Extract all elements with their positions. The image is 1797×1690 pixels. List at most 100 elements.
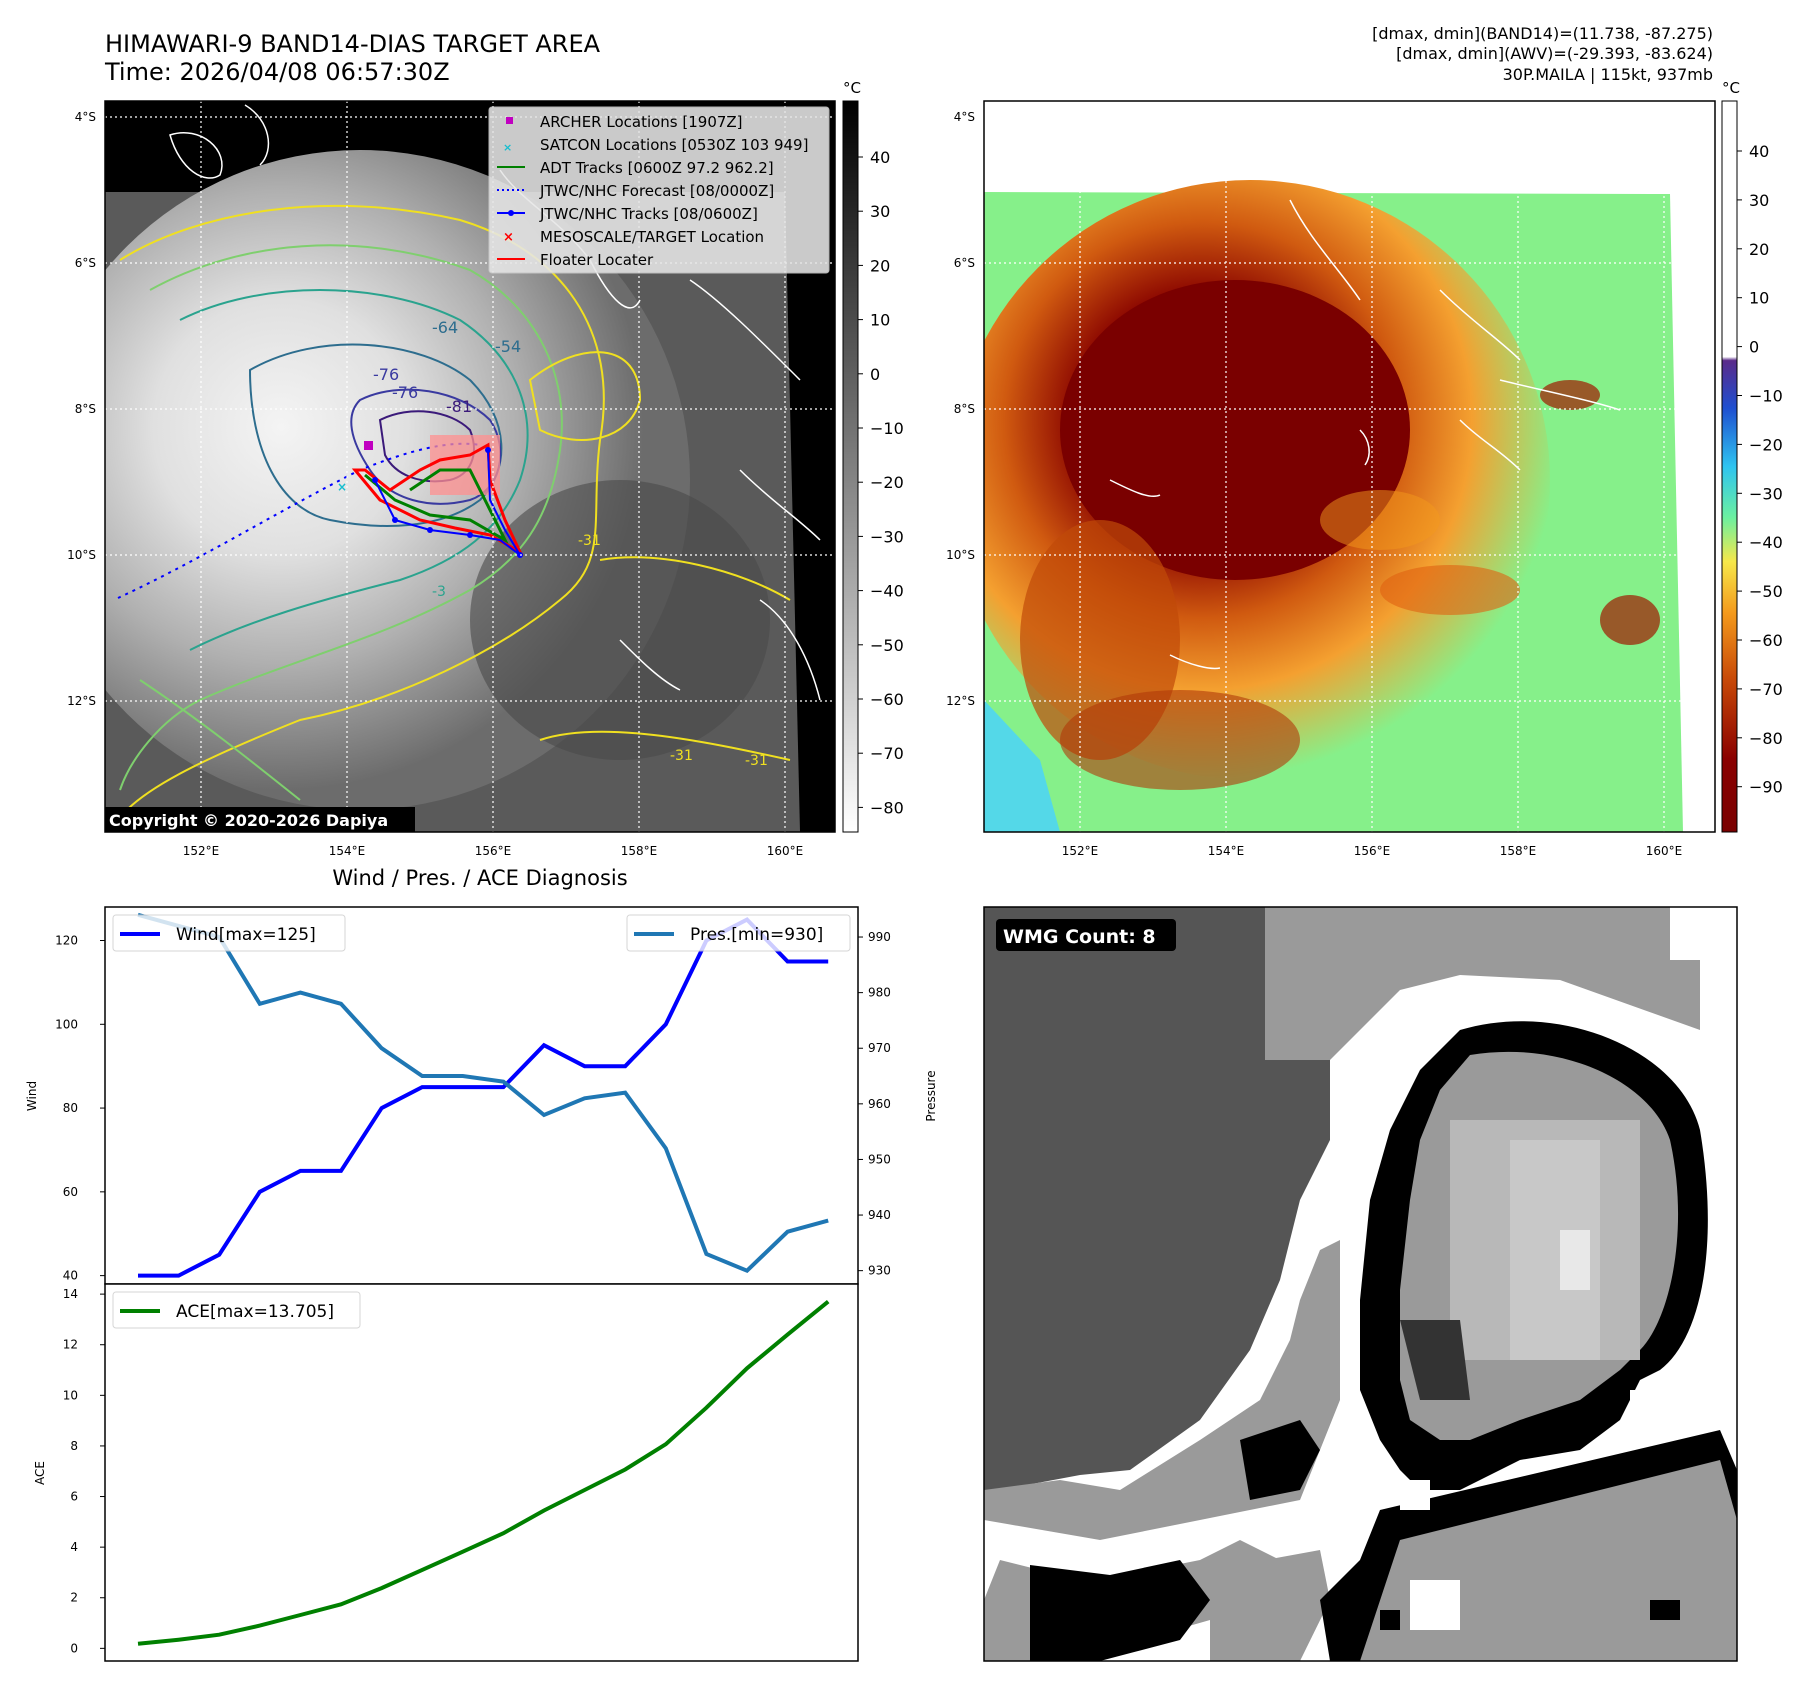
colorbar-tick-label: 10	[870, 311, 890, 330]
colorbar-tick-label: 0	[1749, 338, 1759, 357]
y-tick-label: 120	[55, 934, 78, 948]
svg-text:×: ×	[503, 141, 512, 154]
lat-label: 4°S	[75, 110, 96, 124]
y-tick-label: 100	[55, 1017, 78, 1031]
contour-label: -31	[670, 748, 693, 764]
colorbar-tick-label: 20	[1749, 240, 1769, 259]
colorbar-tick-label: 20	[870, 256, 890, 275]
wmg-count-label: WMG Count: 8	[1003, 926, 1156, 948]
pressure-legend-label: Pres.[min=930]	[690, 925, 823, 945]
colorbar-tick-label: −60	[870, 690, 904, 709]
lon-label: 158°E	[621, 844, 658, 858]
wind-legend-label: Wind[max=125]	[176, 925, 316, 945]
svg-text:×: ×	[503, 230, 514, 245]
y-tick-label-right: 960	[868, 1097, 891, 1111]
ace-legend-label: ACE[max=13.705]	[176, 1302, 334, 1322]
colorbar-tick-label: −40	[870, 582, 904, 601]
figure-title-line2: Time: 2026/04/08 06:57:30Z	[104, 58, 450, 86]
pressure-series-line	[137, 912, 829, 1274]
y-tick-label: 40	[63, 1269, 78, 1283]
colorbar-tick-label: −20	[870, 473, 904, 492]
legend-adt: ADT Tracks [0600Z 97.2 962.2]	[540, 159, 774, 177]
legend-satcon: SATCON Locations [0530Z 103 949]	[540, 136, 808, 154]
lat-label: 8°S	[75, 402, 96, 416]
figure-title-line1: HIMAWARI-9 BAND14-DIAS TARGET AREA	[105, 30, 601, 58]
y-tick-label: 10	[63, 1388, 78, 1402]
lon-label: 156°E	[1354, 844, 1391, 858]
colorbar-tick-label: 0	[870, 365, 880, 384]
contour-label: -64	[432, 318, 458, 337]
wind-pressure-chart: Wind Pressure 40 60 80 100 120 930 940 950 960 9…	[25, 906, 938, 1285]
contour-label: -81	[446, 397, 472, 416]
ace-legend: ACE[max=13.705]	[112, 1291, 361, 1329]
lon-label: 160°E	[1646, 844, 1683, 858]
colorbar-tick-label: −20	[1749, 435, 1783, 454]
lon-label: 156°E	[475, 844, 512, 858]
info-line1: [dmax, dmin](BAND14)=(11.738, -87.275)	[1372, 24, 1713, 43]
colorbar-tick-label: −30	[870, 527, 904, 546]
map2-lon-labels: 152°E 154°E 156°E 158°E 160°E	[1062, 844, 1683, 858]
lat-label: 10°S	[67, 548, 96, 562]
colorbar-tick-label: −70	[870, 744, 904, 763]
colorbar-tick-label: −50	[870, 636, 904, 655]
info-line2: [dmax, dmin](AWV)=(-29.393, -83.624)	[1396, 44, 1713, 63]
y-tick-label-right: 930	[868, 1264, 891, 1278]
colorbar-tick-label: −90	[1749, 778, 1783, 797]
colorbar-tick-label: −50	[1749, 582, 1783, 601]
legend-mesoscale: MESOSCALE/TARGET Location	[540, 228, 764, 246]
map2-lat-labels: 4°S 6°S 8°S 10°S 12°S	[946, 110, 975, 708]
lat-label: 12°S	[946, 694, 975, 708]
lon-label: 152°E	[1062, 844, 1099, 858]
wmg-panel: WMG Count: 8	[983, 906, 1738, 1662]
info-line3: 30P.MAILA | 115kt, 937mb	[1503, 65, 1713, 84]
y-tick-label: 60	[63, 1185, 78, 1199]
y-tick-label-right: 970	[868, 1041, 891, 1055]
colorbar-tick-label: 10	[1749, 289, 1769, 308]
lon-label: 154°E	[329, 844, 366, 858]
legend-jtwc-forecast: JTWC/NHC Forecast [08/0000Z]	[539, 182, 774, 200]
colorbar-tick-label: −60	[1749, 631, 1783, 650]
map-legend: × × ARCHER Locations [1907Z] SATCON Loca…	[488, 106, 830, 274]
awv-map	[983, 100, 1716, 833]
colorbar-tick-label: 40	[870, 148, 890, 167]
lat-label: 6°S	[75, 256, 96, 270]
y-tick-label-right: 950	[868, 1152, 891, 1166]
legend-jtwc-tracks: JTWC/NHC Tracks [08/0600Z]	[539, 205, 758, 223]
colorbar-tick-label: 40	[1749, 142, 1769, 161]
contour-label: -54	[495, 337, 521, 356]
lon-label: 154°E	[1208, 844, 1245, 858]
y-tick-label: 6	[70, 1490, 78, 1504]
colorbar-tick-label: −30	[1749, 484, 1783, 503]
ir-map: × -64 -54 -76 -76 -81 -31 -31 -31 -3	[104, 100, 836, 833]
ace-chart: ACE 0 2 4 6 8 10 12 14 ACE[max=13.705]	[33, 1283, 859, 1662]
lat-label: 10°S	[946, 548, 975, 562]
legend-floater: Floater Locater	[540, 251, 654, 269]
lat-label: 12°S	[67, 694, 96, 708]
ace-series-line	[137, 1300, 830, 1646]
lat-label: 6°S	[954, 256, 975, 270]
wind-ylabel: Wind	[25, 1081, 39, 1111]
lon-label: 158°E	[1500, 844, 1537, 858]
contour-label: -76	[373, 365, 399, 384]
lat-label: 8°S	[954, 402, 975, 416]
y-tick-label-right: 940	[868, 1208, 891, 1222]
colorbar-tick-label: −40	[1749, 533, 1783, 552]
y-tick-label-right: 990	[868, 930, 891, 944]
pressure-ylabel: Pressure	[924, 1070, 938, 1121]
colorbar-ir: °C 40 30 20 10 0 −10 −20 −30 −40 −50 −60 −70 −80	[842, 79, 904, 833]
legend-archer: ARCHER Locations [1907Z]	[540, 113, 743, 131]
y-tick-label: 80	[63, 1101, 78, 1115]
colorbar-awv: °C 40 30 20 10 0 −10 −20 −30 −40 −50 −60 −70 −80 −90	[1721, 79, 1783, 833]
contour-label: -31	[578, 533, 601, 549]
pressure-legend: Pres.[min=930]	[626, 914, 851, 952]
lon-label: 152°E	[183, 844, 220, 858]
lat-label: 4°S	[954, 110, 975, 124]
contour-label: -3	[432, 584, 446, 600]
y-tick-label: 12	[63, 1338, 78, 1352]
map1-lon-labels: 152°E 154°E 156°E 158°E 160°E	[183, 844, 804, 858]
colorbar-tick-label: −80	[870, 798, 904, 817]
colorbar-unit: °C	[843, 79, 861, 97]
wind-legend: Wind[max=125]	[112, 914, 346, 952]
diagnosis-title: Wind / Pres. / ACE Diagnosis	[332, 866, 627, 890]
